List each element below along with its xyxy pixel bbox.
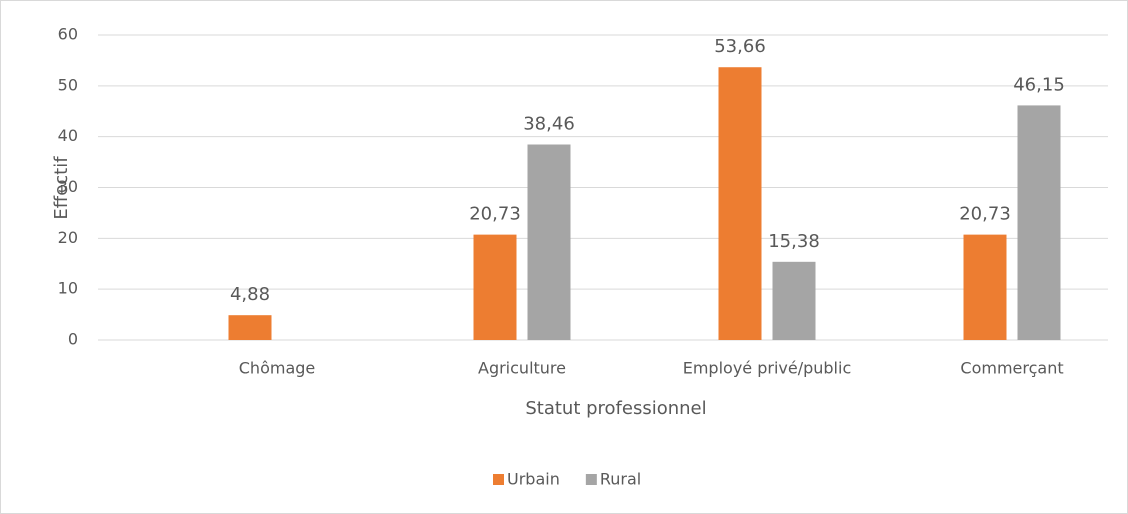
legend-label: Urbain: [507, 470, 560, 489]
bar: [718, 67, 762, 340]
bar: [772, 261, 816, 340]
x-axis-title: Statut professionnel: [525, 398, 706, 419]
y-tick-label: 10: [58, 279, 78, 298]
legend-swatch: [585, 474, 597, 485]
data-label: 20,73: [469, 204, 521, 225]
data-label: 53,66: [714, 36, 766, 57]
data-label: 15,38: [768, 231, 820, 252]
data-label: 46,15: [1013, 74, 1065, 95]
bar: [228, 315, 272, 340]
y-tick-label: 60: [58, 25, 78, 44]
x-tick-label: Agriculture: [478, 359, 566, 378]
x-tick-label: Employé privé/public: [683, 359, 852, 378]
y-tick-label: 20: [58, 228, 78, 247]
x-tick-label: Commerçant: [960, 359, 1063, 378]
y-tick-label: 50: [58, 75, 78, 94]
x-tick-label: Chômage: [239, 359, 316, 378]
bar: [527, 144, 571, 340]
y-tick-label: 30: [58, 177, 78, 196]
data-label: 38,46: [523, 113, 575, 134]
y-tick-label: 40: [58, 126, 78, 145]
data-label: 20,73: [959, 204, 1011, 225]
bar: [1017, 105, 1061, 340]
y-tick-label: 0: [68, 330, 78, 349]
bar: [963, 234, 1007, 340]
data-label: 4,88: [230, 284, 270, 305]
legend-label: Rural: [600, 470, 641, 489]
legend-swatch: [493, 474, 504, 485]
y-axis-title: Effectif: [51, 156, 72, 220]
bar: [473, 234, 517, 340]
